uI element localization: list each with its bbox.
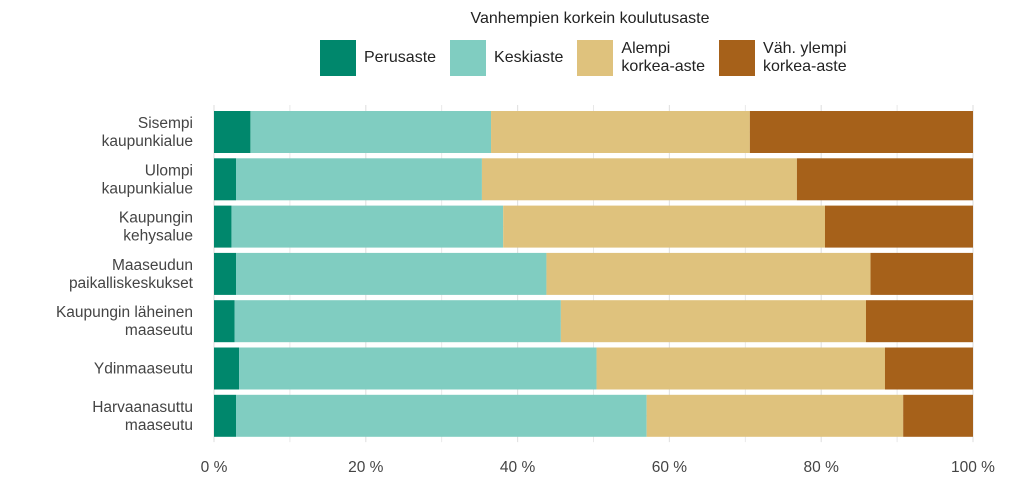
x-tick-label: 100 % xyxy=(951,459,995,476)
bar-segment xyxy=(234,300,561,343)
bar-segment xyxy=(214,300,235,343)
category-label: Kaupungin läheinen maaseutu xyxy=(56,304,193,339)
bar-segment xyxy=(214,252,237,295)
category-label: Sisempi kaupunkialue xyxy=(102,115,193,150)
bar-segment xyxy=(214,347,240,390)
bar-segment xyxy=(884,347,973,390)
x-tick-label: 60 % xyxy=(652,459,688,476)
x-tick-label: 20 % xyxy=(348,459,384,476)
legend-label: Perusaste xyxy=(364,49,437,66)
x-tick-label: 80 % xyxy=(804,459,840,476)
legend-label: Väh. ylempi korkea-aste xyxy=(763,40,847,75)
bar-segment xyxy=(491,111,750,153)
bar-segment xyxy=(239,347,597,390)
bar-segment xyxy=(870,252,973,295)
bar-segment xyxy=(865,300,973,343)
bar-segment xyxy=(560,300,866,343)
category-label: Maaseudun paikalliskeskukset xyxy=(69,257,194,292)
bar-segment xyxy=(481,158,797,201)
category-label: Harvaanasuttu maaseutu xyxy=(92,399,193,434)
bar-segment xyxy=(214,205,232,248)
bar-segment xyxy=(236,394,647,437)
bar-segment xyxy=(796,158,973,201)
category-label: Kaupungin kehysalue xyxy=(119,210,193,245)
legend-item: Keskiaste xyxy=(450,40,563,76)
legend-title: Vanhempien korkein koulutusaste xyxy=(470,10,710,27)
category-label: Ydinmaaseutu xyxy=(94,361,193,378)
bar-segment xyxy=(236,158,482,201)
x-tick-label: 40 % xyxy=(500,459,536,476)
bar-segment xyxy=(646,394,904,437)
bar-segment xyxy=(503,205,825,248)
bar-segment xyxy=(236,252,547,295)
bar-segment xyxy=(214,158,237,201)
legend-swatch xyxy=(320,40,356,76)
bar-segment xyxy=(546,252,871,295)
legend-item: Väh. ylempi korkea-aste xyxy=(719,40,847,76)
legend-label: Keskiaste xyxy=(494,49,564,66)
bar-segment xyxy=(596,347,885,390)
legend-label: Alempi korkea-aste xyxy=(621,40,706,75)
category-label: Ulompi kaupunkialue xyxy=(102,162,193,197)
legend: Perusaste Keskiaste Alempi korkea-aste Väh.… xyxy=(320,40,861,76)
bar-segment xyxy=(824,205,973,248)
bar-segment xyxy=(231,205,504,248)
legend-item: Alempi korkea-aste xyxy=(577,40,705,76)
bar-segment xyxy=(749,111,973,153)
x-tick-label: 0 % xyxy=(201,459,228,476)
bar-segment xyxy=(214,111,251,153)
legend-swatch xyxy=(719,40,756,76)
bar-segment xyxy=(903,394,973,437)
legend-swatch xyxy=(450,40,487,76)
legend-swatch xyxy=(577,40,614,76)
legend-item: Perusaste xyxy=(320,40,436,76)
bar-segment xyxy=(214,394,237,437)
bar-segment xyxy=(250,111,492,153)
